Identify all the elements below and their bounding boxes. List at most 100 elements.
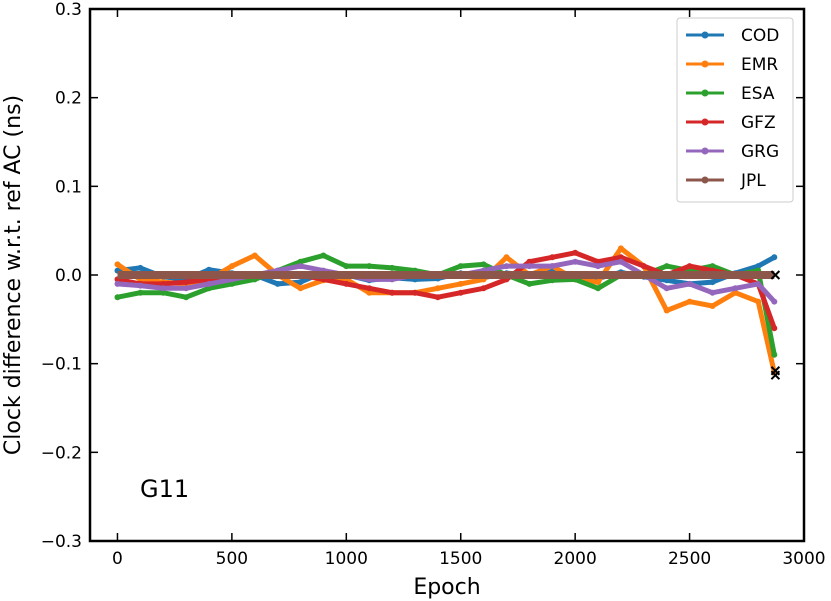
data-point-esa <box>771 351 778 358</box>
data-point-grg <box>663 285 670 292</box>
series-line-esa <box>117 253 777 356</box>
data-point-gfz <box>771 325 778 332</box>
y-axis-label: Clock difference w.r.t. ref AC (ns) <box>1 95 26 455</box>
axis-ticks: 0 500 1000 1500 2000 2500 3000 −0.3 −0.2 −0.1 0.0 0… <box>41 0 826 569</box>
data-point-emr <box>434 285 441 292</box>
data-point-gfz <box>183 279 190 286</box>
x-tick-label: 1500 <box>439 549 482 569</box>
data-point-esa <box>297 258 304 265</box>
legend-item-grg: GRG <box>686 142 779 162</box>
data-point-emr <box>663 307 670 314</box>
y-tick-label: −0.2 <box>41 443 82 463</box>
data-point-esa <box>343 263 350 270</box>
data-point-esa <box>366 263 373 270</box>
data-point-esa <box>526 280 533 287</box>
legend-item-gfz: GFZ <box>686 113 776 133</box>
data-point-cod <box>709 279 716 286</box>
data-point-emr <box>366 289 373 296</box>
data-point-esa <box>183 294 190 301</box>
data-point-gfz <box>412 289 418 296</box>
data-point-emr <box>755 298 762 305</box>
data-point-esa <box>595 285 601 292</box>
data-point-grg <box>114 280 121 287</box>
data-point-grg <box>160 285 167 292</box>
series-gfz <box>114 249 778 332</box>
data-point-esa <box>709 263 716 270</box>
legend-label-cod: COD <box>741 26 779 46</box>
legend-marker-cod <box>701 31 709 39</box>
data-point-cod <box>274 280 281 287</box>
data-point-emr <box>457 280 464 287</box>
data-point-esa <box>114 294 121 301</box>
data-point-gfz <box>572 249 579 256</box>
x-tick-label: 2500 <box>668 549 711 569</box>
plot-area <box>114 245 781 380</box>
data-point-grg <box>526 263 533 270</box>
data-point-gfz <box>595 258 601 265</box>
legend: COD EMR ESA GFZ GRG JPL <box>676 17 794 203</box>
satellite-annotation: G11 <box>140 475 189 503</box>
legend-item-jpl: JPL <box>686 171 766 191</box>
data-point-emr <box>228 263 235 270</box>
x-tick-label: 500 <box>216 549 248 569</box>
data-point-emr <box>617 245 624 252</box>
data-point-grg <box>595 263 601 270</box>
data-point-emr <box>595 279 601 286</box>
data-point-gfz <box>640 263 647 270</box>
data-point-grg <box>206 280 212 287</box>
legend-item-emr: EMR <box>686 55 778 75</box>
data-point-grg <box>709 289 716 296</box>
data-point-gfz <box>457 289 464 296</box>
legend-label-emr: EMR <box>741 55 778 75</box>
data-point-emr <box>114 261 121 268</box>
data-point-cod <box>137 264 144 271</box>
data-point-grg <box>503 263 510 270</box>
data-point-esa <box>663 263 670 270</box>
data-point-emr <box>709 303 716 309</box>
y-tick-label: −0.3 <box>41 532 82 552</box>
x-tick-label: 2000 <box>554 549 597 569</box>
legend-marker-esa <box>701 89 709 97</box>
data-point-cod <box>755 263 762 270</box>
data-point-esa <box>320 252 327 259</box>
data-point-gfz <box>434 294 441 301</box>
x-markers <box>770 270 781 380</box>
legend-marker-emr <box>701 60 709 68</box>
data-point-emr <box>732 289 739 296</box>
x-axis-label: Epoch <box>413 575 480 600</box>
data-point-grg <box>771 298 778 305</box>
legend-marker-gfz <box>701 118 709 126</box>
y-tick-label: −0.1 <box>41 355 82 375</box>
data-point-esa <box>137 289 144 296</box>
data-point-esa <box>160 289 167 296</box>
data-point-gfz <box>549 254 556 261</box>
data-point-grg <box>183 285 190 292</box>
data-point-gfz <box>526 258 533 265</box>
x-marker <box>770 370 781 380</box>
data-point-gfz <box>480 285 487 292</box>
x-tick-label: 3000 <box>782 549 825 569</box>
legend-label-gfz: GFZ <box>741 113 776 133</box>
data-point-esa <box>206 285 212 292</box>
y-tick-label: 0.0 <box>55 266 82 286</box>
data-point-grg <box>549 263 556 270</box>
data-point-grg <box>686 280 693 287</box>
legend-item-esa: ESA <box>686 84 775 104</box>
data-point-grg <box>297 263 304 270</box>
data-point-gfz <box>617 254 624 261</box>
data-point-cod <box>771 254 778 261</box>
y-tick-label: 0.3 <box>55 0 82 20</box>
data-point-esa <box>228 280 235 287</box>
y-tick-label: 0.2 <box>55 89 82 109</box>
series-line-gfz <box>117 250 777 330</box>
legend-label-grg: GRG <box>741 142 779 162</box>
series-emr <box>114 245 778 376</box>
data-point-cod <box>297 279 304 286</box>
x-tick-label: 0 <box>112 549 123 569</box>
legend-label-esa: ESA <box>741 84 775 104</box>
data-point-emr <box>503 254 510 261</box>
data-point-grg <box>732 285 739 292</box>
legend-label-jpl: JPL <box>740 171 766 191</box>
data-point-gfz <box>366 285 373 292</box>
